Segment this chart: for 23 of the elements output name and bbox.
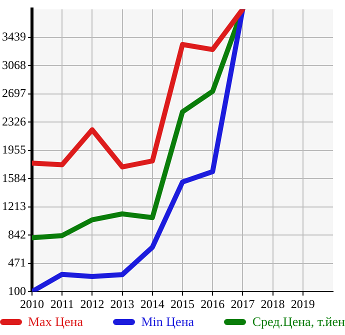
x-tick-label: 2013 bbox=[110, 296, 134, 311]
y-tick-label: 3439 bbox=[2, 30, 26, 44]
x-tick-label: 2011 bbox=[50, 296, 74, 311]
legend-label: Сред.Цена, т.йен bbox=[252, 314, 345, 330]
x-tick-label: 2012 bbox=[80, 296, 104, 311]
y-tick-label: 1584 bbox=[2, 170, 26, 185]
x-tick-label: 2017 bbox=[230, 296, 255, 311]
y-tick-label: 1955 bbox=[2, 142, 26, 157]
y-tick-label: 100 bbox=[8, 284, 26, 298]
x-tick-label: 2015 bbox=[170, 296, 194, 311]
x-tick-label: 2010 bbox=[20, 296, 44, 311]
legend-label: Max Цена bbox=[28, 314, 83, 330]
y-tick-label: 2697 bbox=[2, 86, 26, 100]
y-tick-label: 1213 bbox=[2, 199, 26, 214]
y-tick-label: 2326 bbox=[2, 114, 26, 128]
x-tick-label: 2016 bbox=[200, 296, 225, 311]
x-tick-label: 2019 bbox=[290, 296, 315, 311]
y-tick-label: 842 bbox=[8, 227, 26, 242]
y-tick-label: 3068 bbox=[2, 58, 26, 72]
legend-label: Min Цена bbox=[141, 314, 194, 330]
x-tick-label: 2018 bbox=[260, 296, 285, 311]
y-tick-label: 471 bbox=[8, 256, 26, 270]
x-tick-label: 2014 bbox=[140, 296, 164, 311]
